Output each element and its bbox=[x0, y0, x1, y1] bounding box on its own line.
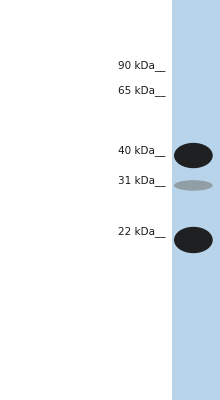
Text: 90 kDa__: 90 kDa__ bbox=[118, 60, 165, 71]
Ellipse shape bbox=[174, 143, 213, 168]
Ellipse shape bbox=[174, 227, 213, 253]
FancyBboxPatch shape bbox=[172, 0, 220, 400]
Text: 65 kDa__: 65 kDa__ bbox=[117, 85, 165, 96]
Ellipse shape bbox=[174, 180, 213, 191]
Text: 40 kDa__: 40 kDa__ bbox=[118, 145, 165, 156]
Text: 22 kDa__: 22 kDa__ bbox=[117, 226, 165, 237]
Text: 31 kDa__: 31 kDa__ bbox=[117, 175, 165, 186]
